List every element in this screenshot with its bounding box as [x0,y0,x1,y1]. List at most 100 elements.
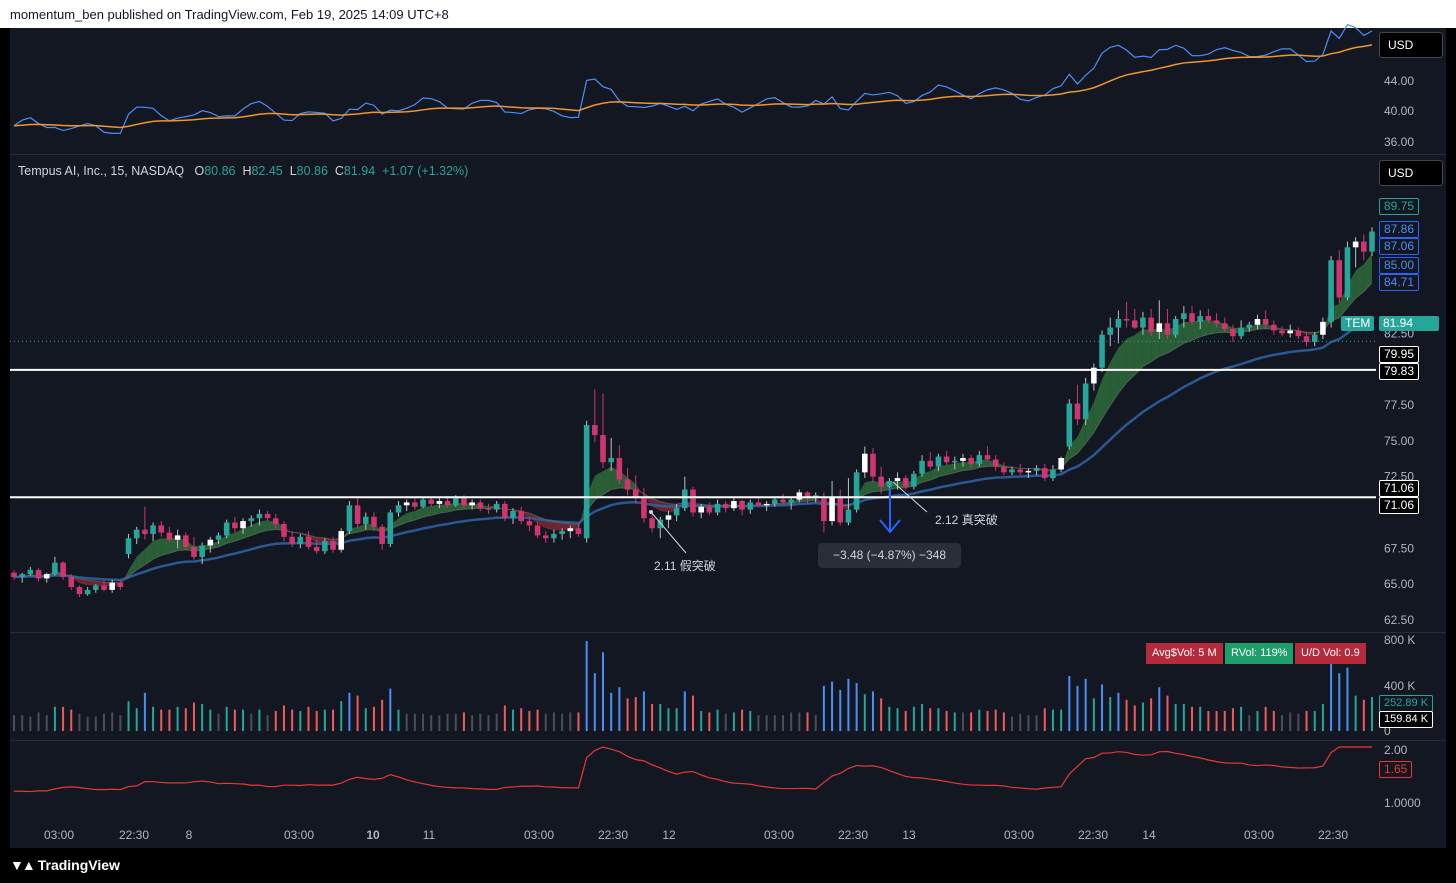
price-tag-ma3: 85.00 [1379,257,1420,274]
volume-bar [332,709,335,731]
ema-ribbon-segment [423,506,432,518]
candle-body [780,499,786,503]
volume-bar [1330,655,1333,731]
time-axis-label: 12 [662,828,676,842]
chart-area[interactable] [10,28,1446,848]
publish-text: momentum_ben published on TradingView.co… [10,7,449,22]
volume-bar [561,713,564,731]
time-axis-label: 22:30 [1078,828,1108,842]
candle-body [183,535,189,547]
tradingview-icon: ▼▲ [10,857,36,873]
volume-bar [1313,711,1316,731]
candle-body [1017,469,1024,473]
candle-body [1328,260,1334,322]
candle-body [371,516,377,527]
volume-bar [184,708,187,731]
volume-bar [945,711,948,731]
ema-ribbon-segment [1142,329,1152,367]
pane-separator-indicator[interactable] [10,740,1446,741]
time-axis-label: 03:00 [764,828,794,842]
volume-bar [642,691,645,731]
ema-ribbon-segment [922,471,931,483]
candle-body [624,479,631,490]
candle-body [812,495,819,497]
time-axis-label: 03:00 [1004,828,1034,842]
ema-ribbon-segment [161,538,170,556]
footer: ▼▲ TradingView [0,848,1456,883]
volume-bar [577,712,580,731]
volume-bar [855,683,858,731]
candle-body [469,502,475,506]
time-axis-label: 14 [1142,828,1156,842]
volume-bar [1019,713,1022,731]
volume-bar [397,709,400,731]
candle-body [1352,241,1359,248]
ema-ribbon-segment [603,466,612,495]
candle-body [526,521,533,526]
volume-bar [446,713,449,731]
false-breakout-note[interactable]: 2.11 假突破 [654,559,716,573]
false-breakout-pointer [650,511,687,554]
candle-body [477,502,484,509]
ema-ribbon-segment [864,480,873,495]
volume-bar [1231,708,1234,731]
volume-bar [880,698,883,731]
candle-body [731,501,737,509]
candle-body [976,455,983,464]
candle-body [559,531,565,534]
candle-body [1230,329,1236,337]
pane-separator-rsi[interactable] [10,154,1446,155]
candle-body [1221,323,1228,330]
currency-button-price[interactable]: USD [1379,160,1443,186]
candle-body [207,539,214,546]
candle-body [27,569,34,575]
volume-bar [78,713,81,731]
candle-body [763,503,770,506]
candle-body [1001,466,1007,473]
ema-ribbon-segment [1069,436,1078,459]
candle-body [125,538,132,555]
candle-body [142,529,148,534]
volume-bar [111,712,114,731]
candle-body [84,589,91,595]
volume-bar [708,712,711,731]
volume-bar [495,713,498,731]
volume-bar [315,711,318,731]
ema-ribbon-segment [962,461,972,471]
volume-bar [716,709,719,731]
volume-bar [1215,711,1218,731]
tem-price-tag: 81.94 [1379,316,1439,331]
time-axis-label: 10 [366,828,380,842]
volume-bar [1182,704,1185,731]
ema-ribbon-segment [431,504,440,516]
candle-body [837,496,844,523]
candle-body [502,503,508,519]
candle-body [93,585,99,590]
volume-bar [282,705,285,731]
volume-bar [863,694,866,731]
rsi-axis-label: 40.00 [1384,104,1414,118]
ema-ribbon-segment [938,464,947,477]
time-axis-label: 22:30 [1318,828,1348,842]
candle-body [395,505,402,513]
candle-body [1009,469,1015,473]
true-breakout-note[interactable]: 2.12 真突破 [935,513,998,527]
volume-bar [307,706,310,731]
currency-button-rsi[interactable]: USD [1379,32,1443,58]
pane-separator-volume[interactable] [10,632,1446,633]
tradingview-logo[interactable]: ▼▲ TradingView [10,857,120,873]
candle-body [1279,330,1285,334]
ema-ribbon-segment [1085,401,1094,444]
ema-ribbon-segment [1257,324,1266,330]
candle-body [330,541,336,550]
candle-body [682,489,688,509]
ema-ribbon-segment [1355,264,1364,299]
volume-bar [94,716,97,731]
price-axis-label: 62.50 [1384,613,1414,627]
candle-body [1238,327,1244,337]
tem-ticker-tag: TEM [1341,316,1375,331]
candle-body [1025,470,1032,473]
volume-bar [953,712,956,731]
volume-bar [1084,678,1087,731]
